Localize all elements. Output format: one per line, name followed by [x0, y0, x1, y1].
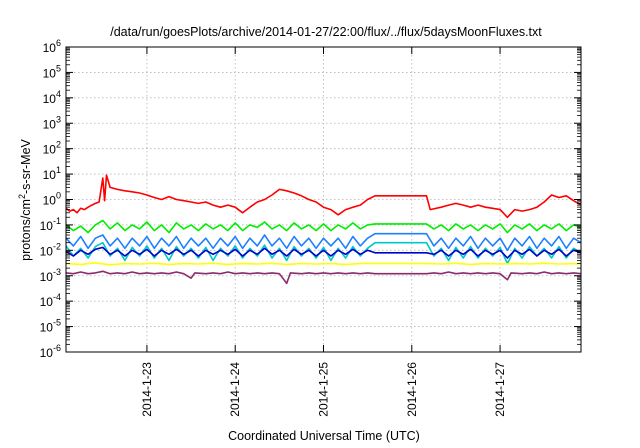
series-line-7 — [65, 270, 582, 285]
y-tick-label: 10-3 — [40, 267, 61, 284]
x-axis-label: Coordinated Universal Time (UTC) — [228, 429, 420, 443]
x-tick-label: 2014-1-27 — [493, 362, 507, 417]
chart-title: /data/run/goesPlots/archive/2014-01-27/2… — [110, 25, 542, 39]
x-tick-labels: 2014-1-23 2014-1-24 2014-1-25 2014-1-26 2014… — [140, 362, 507, 417]
series-line-2 — [65, 219, 582, 234]
y-tick-label: 10-6 — [40, 343, 61, 360]
y-tick-label: 104 — [43, 89, 61, 106]
x-tick-label: 2014-1-26 — [405, 362, 419, 417]
y-tick-label: 10-2 — [40, 241, 61, 258]
ticks — [66, 46, 581, 353]
series-line-1 — [65, 174, 582, 219]
y-tick-label: 105 — [43, 63, 61, 80]
y-tick-labels: 10-6 10-5 10-4 10-3 10-2 10-1 100 101 102 103 104 1… — [40, 38, 61, 360]
series-line-6 — [65, 262, 582, 266]
x-tick-label: 2014-1-25 — [317, 362, 331, 417]
series-layer — [65, 174, 582, 285]
x-tick-label: 2014-1-24 — [228, 362, 242, 417]
series-line-5 — [65, 246, 582, 259]
x-tick-label: 2014-1-23 — [140, 362, 154, 417]
y-tick-label: 102 — [43, 140, 61, 157]
y-axis-label: protons/cm2-s-sr-MeV — [17, 138, 33, 260]
y-tick-label: 10-4 — [40, 292, 61, 309]
y-tick-label: 101 — [43, 165, 61, 182]
y-tick-label: 100 — [43, 191, 61, 208]
y-axis-label-sup: 2 — [17, 194, 27, 199]
series-line-3 — [65, 232, 582, 252]
y-tick-label: 10-5 — [40, 318, 61, 335]
grid — [66, 47, 581, 352]
y-axis-label-suffix: -s-sr-MeV — [19, 138, 33, 194]
y-axis-label-prefix: protons/cm — [19, 199, 33, 261]
y-tick-label: 10-1 — [40, 216, 61, 233]
y-tick-label: 103 — [43, 114, 61, 131]
y-tick-label: 106 — [43, 38, 61, 55]
